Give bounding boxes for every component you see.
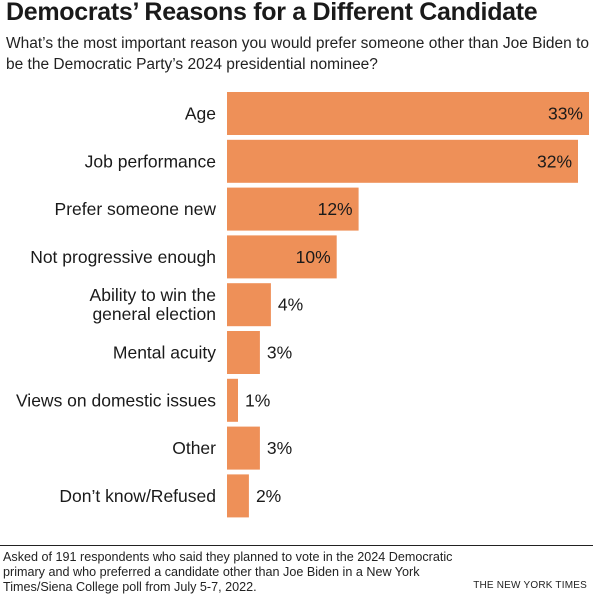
- publisher-credit: THE NEW YORK TIMES: [473, 580, 587, 591]
- category-label-2: Prefer someone new: [55, 199, 217, 219]
- value-label-4: 4%: [278, 295, 303, 315]
- category-label-line: Mental acuity: [113, 343, 216, 363]
- category-label-line: Views on domestic issues: [16, 390, 216, 410]
- value-label-3: 10%: [296, 247, 331, 267]
- category-label-5: Mental acuity: [113, 343, 216, 363]
- category-label-7: Other: [172, 438, 216, 458]
- category-label-1: Job performance: [85, 151, 216, 171]
- bar-chart: Age 33% Job performance 32% Prefer someone n…: [16, 92, 589, 518]
- category-label-line: Other: [172, 438, 216, 458]
- category-label-line: general election: [92, 304, 216, 324]
- category-label-8: Don’t know/Refused: [59, 486, 216, 506]
- value-label-1: 32%: [537, 151, 572, 171]
- value-label-5: 3%: [267, 343, 292, 363]
- category-label-line: Not progressive enough: [30, 247, 216, 267]
- bar-4: [227, 283, 271, 327]
- bar-3: [227, 235, 337, 279]
- category-label-line: Ability to win the: [90, 285, 216, 305]
- category-label-6: Views on domestic issues: [16, 390, 216, 410]
- page-title: Democrats’ Reasons for a Different Candi…: [6, 0, 538, 26]
- bar-0: [227, 92, 589, 135]
- bar-8: [227, 474, 249, 518]
- bar-6: [227, 378, 238, 422]
- value-label-0: 33%: [548, 104, 583, 124]
- category-label-0: Age: [185, 104, 216, 124]
- page-subtitle: What’s the most important reason you wou…: [6, 35, 590, 73]
- bar-7: [227, 426, 260, 470]
- value-label-8: 2%: [256, 486, 281, 506]
- value-label-2: 12%: [318, 199, 353, 219]
- category-label-line: Don’t know/Refused: [59, 486, 216, 506]
- category-label-3: Not progressive enough: [30, 247, 216, 267]
- footer-divider: [0, 545, 593, 546]
- category-label-line: Job performance: [85, 151, 216, 171]
- bar-5: [227, 331, 260, 374]
- value-label-6: 1%: [245, 390, 270, 410]
- value-label-7: 3%: [267, 438, 292, 458]
- bar-2: [227, 187, 359, 231]
- category-label-line: Age: [185, 104, 216, 124]
- category-label-line: Prefer someone new: [55, 199, 217, 219]
- category-label-4: Ability to win the general election: [90, 285, 216, 324]
- bar-1: [227, 139, 578, 183]
- source-note: Asked of 191 respondents who said they p…: [3, 550, 453, 594]
